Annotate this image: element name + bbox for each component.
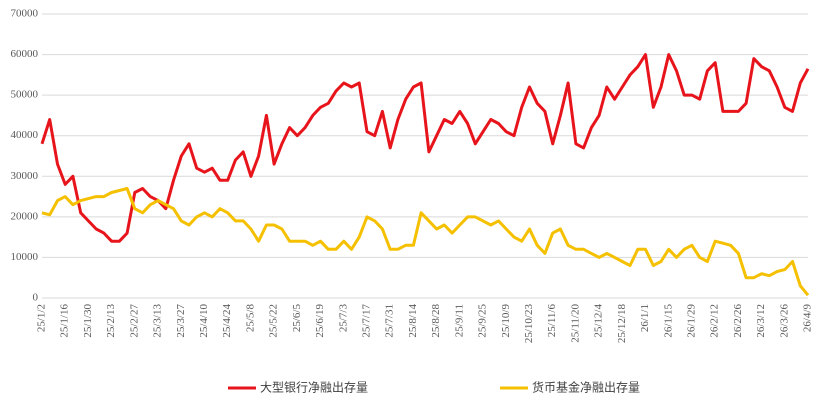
y-tick-label: 10000 — [11, 251, 39, 263]
series-line — [41, 187, 810, 297]
x-tick-label: 25/2/27 — [128, 304, 140, 338]
x-tick-label: 26/1/1 — [639, 304, 651, 332]
x-tick-label: 25/1/16 — [59, 304, 71, 338]
y-tick-label: 20000 — [11, 210, 39, 222]
x-tick-label: 25/8/14 — [407, 304, 419, 338]
x-tick-label: 25/5/22 — [268, 304, 280, 338]
x-tick-label: 26/2/26 — [732, 304, 744, 338]
y-tick-label: 70000 — [11, 8, 39, 20]
x-tick-label: 26/1/15 — [662, 304, 674, 338]
x-tick-label: 25/11/20 — [569, 304, 581, 343]
x-tick-label: 26/4/9 — [802, 304, 814, 333]
y-tick-label: 30000 — [11, 170, 39, 182]
x-tick-label: 25/6/5 — [291, 304, 303, 333]
series-line — [40, 53, 810, 243]
x-tick-label: 25/8/28 — [430, 304, 442, 338]
x-tick-label: 25/12/18 — [616, 304, 628, 344]
x-tick-label: 25/7/31 — [384, 304, 396, 338]
x-tick-label: 26/3/26 — [778, 304, 790, 338]
y-tick-label: 60000 — [11, 48, 39, 60]
x-tick-label: 25/1/2 — [36, 304, 48, 332]
x-tick-label: 26/3/12 — [755, 304, 767, 338]
legend-label: 货币基金净融出存量 — [532, 380, 640, 395]
x-tick-label: 25/10/23 — [523, 304, 535, 344]
x-tick-label: 25/1/30 — [82, 304, 94, 338]
x-tick-label: 26/2/12 — [709, 304, 721, 338]
legend-label: 大型银行净融出存量 — [260, 381, 368, 395]
x-tick-label: 25/4/24 — [221, 304, 233, 338]
x-tick-label: 25/4/10 — [198, 304, 210, 338]
x-tick-label: 25/2/13 — [105, 304, 117, 338]
x-tick-label: 25/7/17 — [361, 304, 373, 338]
x-tick-label: 25/5/8 — [244, 304, 256, 333]
x-tick-label: 25/9/11 — [453, 304, 465, 337]
y-tick-label: 40000 — [11, 129, 39, 141]
x-tick-label: 25/11/6 — [546, 304, 558, 338]
x-tick-label: 25/3/27 — [175, 304, 187, 338]
x-tick-label: 25/7/3 — [337, 304, 349, 333]
x-tick-label: 25/3/13 — [152, 304, 164, 338]
x-tick-label: 25/10/9 — [500, 304, 512, 338]
y-tick-label: 0 — [33, 292, 39, 304]
x-tick-label: 25/6/19 — [314, 304, 326, 338]
x-tick-label: 26/1/29 — [685, 304, 697, 338]
x-tick-label: 25/9/25 — [477, 304, 489, 338]
x-tick-label: 25/12/4 — [593, 304, 605, 338]
y-tick-label: 50000 — [11, 89, 39, 101]
